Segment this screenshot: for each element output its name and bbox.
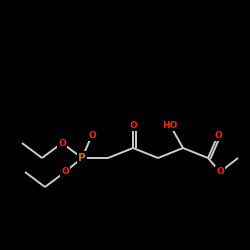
Text: O: O [58,138,66,147]
Text: P: P [78,153,86,163]
Text: O: O [61,168,69,176]
Text: O: O [214,130,222,140]
Text: O: O [216,168,224,176]
Text: O: O [129,120,137,130]
Text: HO: HO [162,120,178,130]
Text: O: O [88,130,96,140]
